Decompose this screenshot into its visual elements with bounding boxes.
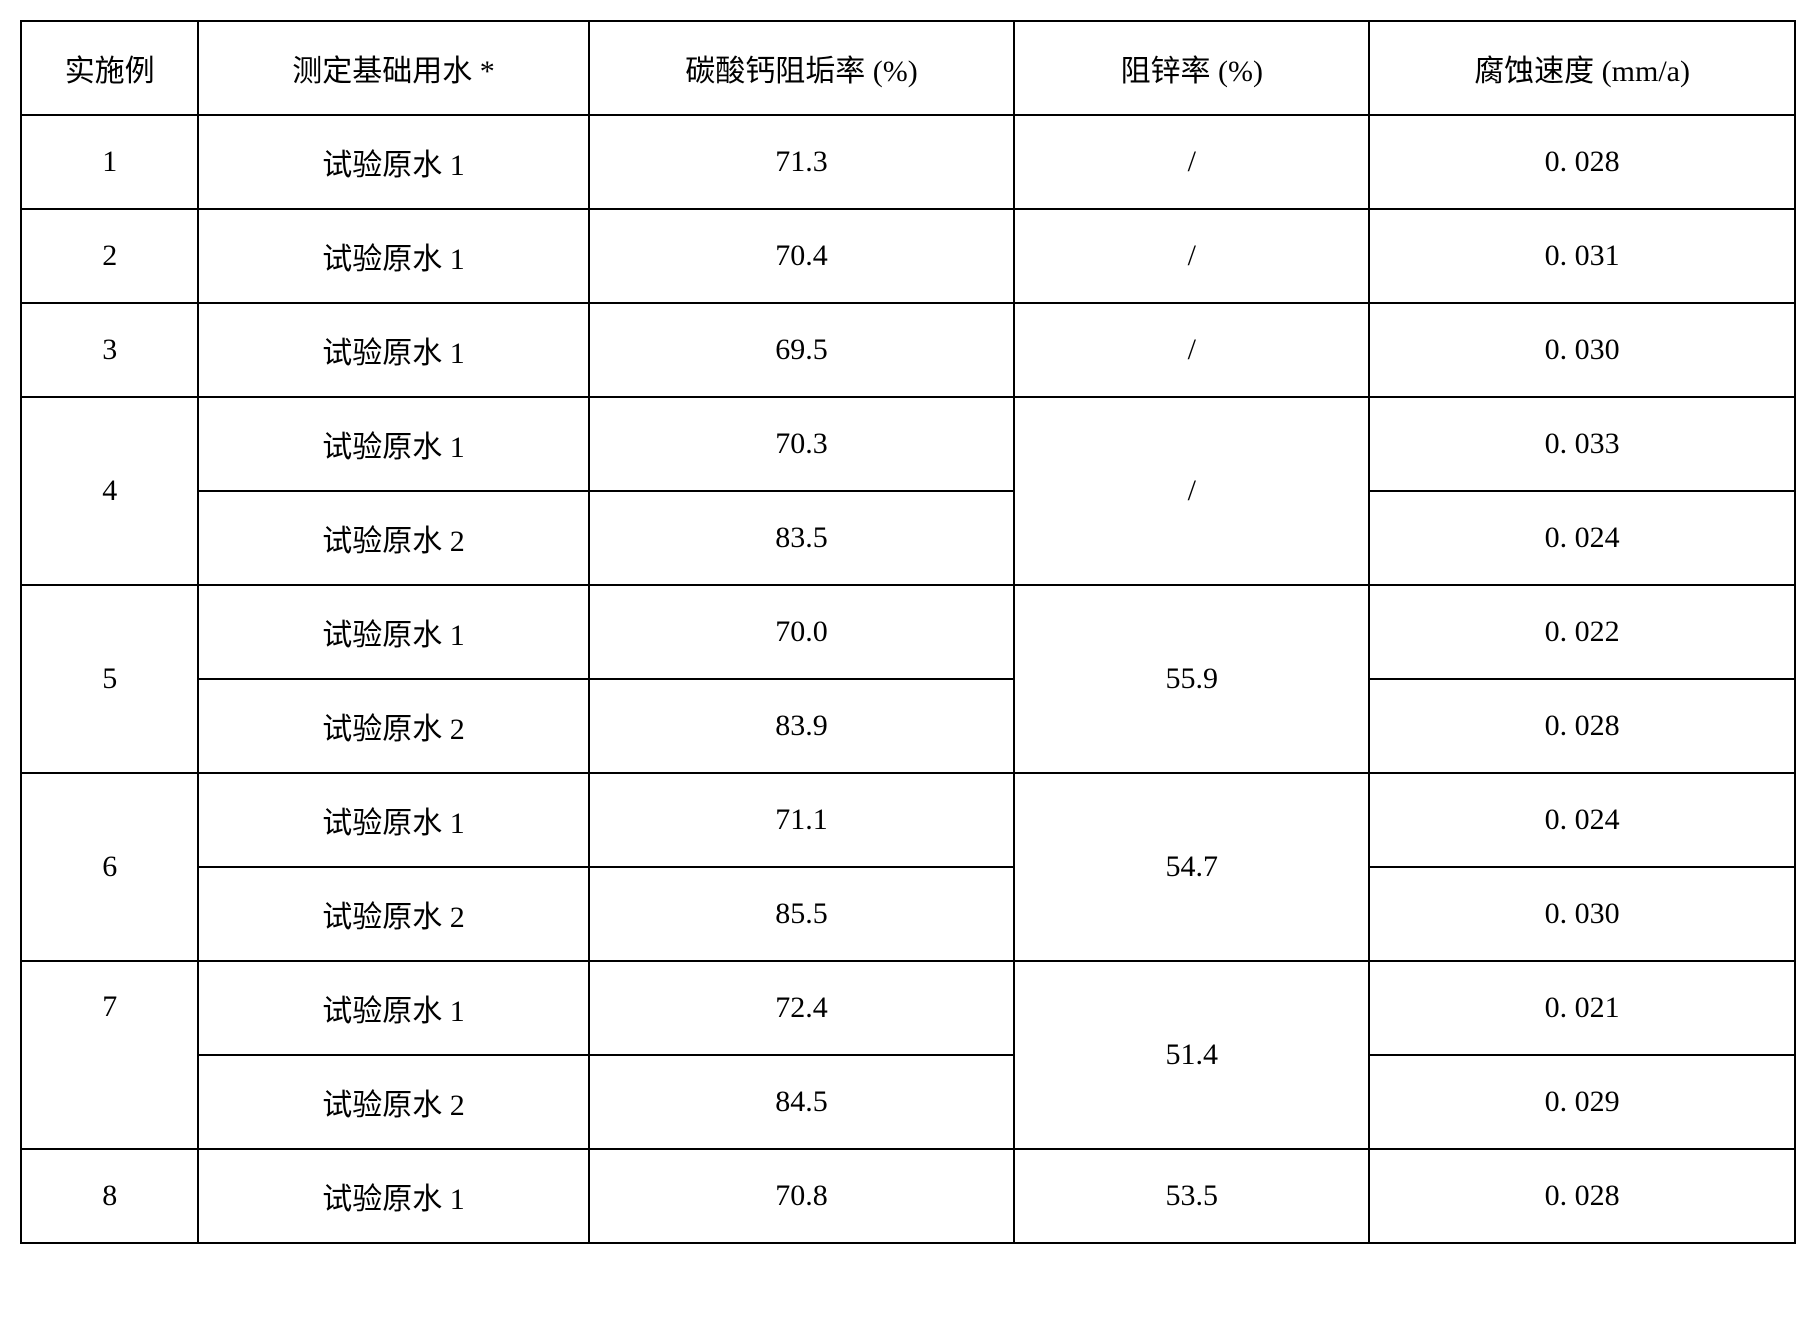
cell-zinc: 53.5: [1014, 1149, 1369, 1243]
cell-corrosion: 0. 030: [1369, 867, 1795, 961]
table-row: 试验原水 2 85.5 0. 030: [21, 867, 1795, 961]
cell-corrosion: 0. 028: [1369, 1149, 1795, 1243]
cell-calcium: 69.5: [589, 303, 1015, 397]
cell-water: 试验原水 2: [198, 867, 588, 961]
cell-water: 试验原水 1: [198, 397, 588, 491]
cell-water: 试验原水 2: [198, 1055, 588, 1149]
cell-water: 试验原水 1: [198, 115, 588, 209]
cell-corrosion: 0. 021: [1369, 961, 1795, 1055]
cell-example: 5: [21, 585, 198, 773]
cell-zinc: /: [1014, 115, 1369, 209]
table-row: 2 试验原水 1 70.4 / 0. 031: [21, 209, 1795, 303]
cell-calcium: 70.4: [589, 209, 1015, 303]
table-row: 6 试验原水 1 71.1 54.7 0. 024: [21, 773, 1795, 867]
cell-zinc: /: [1014, 303, 1369, 397]
cell-corrosion: 0. 022: [1369, 585, 1795, 679]
cell-calcium: 84.5: [589, 1055, 1015, 1149]
cell-calcium: 83.5: [589, 491, 1015, 585]
cell-example: 6: [21, 773, 198, 961]
cell-calcium: 71.3: [589, 115, 1015, 209]
cell-calcium: 71.1: [589, 773, 1015, 867]
cell-water: 试验原水 1: [198, 209, 588, 303]
cell-zinc: 55.9: [1014, 585, 1369, 773]
cell-calcium: 70.8: [589, 1149, 1015, 1243]
cell-corrosion: 0. 029: [1369, 1055, 1795, 1149]
cell-zinc: /: [1014, 209, 1369, 303]
table-header-row: 实施例 测定基础用水 * 碳酸钙阻垢率 (%) 阻锌率 (%) 腐蚀速度 (mm…: [21, 21, 1795, 115]
header-corrosion: 腐蚀速度 (mm/a): [1369, 21, 1795, 115]
cell-zinc: 51.4: [1014, 961, 1369, 1149]
cell-corrosion: 0. 024: [1369, 491, 1795, 585]
cell-water: 试验原水 1: [198, 773, 588, 867]
cell-water: 试验原水 1: [198, 303, 588, 397]
header-zinc: 阻锌率 (%): [1014, 21, 1369, 115]
cell-example: 4: [21, 397, 198, 585]
cell-calcium: 70.0: [589, 585, 1015, 679]
cell-example: 1: [21, 115, 198, 209]
table-row: 3 试验原水 1 69.5 / 0. 030: [21, 303, 1795, 397]
cell-calcium: 70.3: [589, 397, 1015, 491]
cell-example: 8: [21, 1149, 198, 1243]
cell-example: 7: [21, 961, 198, 1149]
cell-corrosion: 0. 033: [1369, 397, 1795, 491]
cell-zinc: /: [1014, 397, 1369, 585]
header-calcium: 碳酸钙阻垢率 (%): [589, 21, 1015, 115]
cell-calcium: 72.4: [589, 961, 1015, 1055]
cell-corrosion: 0. 030: [1369, 303, 1795, 397]
cell-corrosion: 0. 028: [1369, 115, 1795, 209]
data-table: 实施例 测定基础用水 * 碳酸钙阻垢率 (%) 阻锌率 (%) 腐蚀速度 (mm…: [20, 20, 1796, 1244]
table-row: 试验原水 2 83.5 0. 024: [21, 491, 1795, 585]
table-row: 8 试验原水 1 70.8 53.5 0. 028: [21, 1149, 1795, 1243]
cell-water: 试验原水 1: [198, 1149, 588, 1243]
header-example: 实施例: [21, 21, 198, 115]
cell-example: 3: [21, 303, 198, 397]
cell-corrosion: 0. 031: [1369, 209, 1795, 303]
cell-water: 试验原水 1: [198, 585, 588, 679]
table-row: 4 试验原水 1 70.3 / 0. 033: [21, 397, 1795, 491]
cell-water: 试验原水 2: [198, 491, 588, 585]
cell-example: 2: [21, 209, 198, 303]
cell-corrosion: 0. 028: [1369, 679, 1795, 773]
table-row: 5 试验原水 1 70.0 55.9 0. 022: [21, 585, 1795, 679]
cell-zinc: 54.7: [1014, 773, 1369, 961]
table-row: 7 试验原水 1 72.4 51.4 0. 021: [21, 961, 1795, 1055]
header-water: 测定基础用水 *: [198, 21, 588, 115]
cell-calcium: 83.9: [589, 679, 1015, 773]
table-row: 试验原水 2 84.5 0. 029: [21, 1055, 1795, 1149]
cell-calcium: 85.5: [589, 867, 1015, 961]
cell-corrosion: 0. 024: [1369, 773, 1795, 867]
cell-water: 试验原水 2: [198, 679, 588, 773]
table-row: 1 试验原水 1 71.3 / 0. 028: [21, 115, 1795, 209]
table-row: 试验原水 2 83.9 0. 028: [21, 679, 1795, 773]
cell-water: 试验原水 1: [198, 961, 588, 1055]
